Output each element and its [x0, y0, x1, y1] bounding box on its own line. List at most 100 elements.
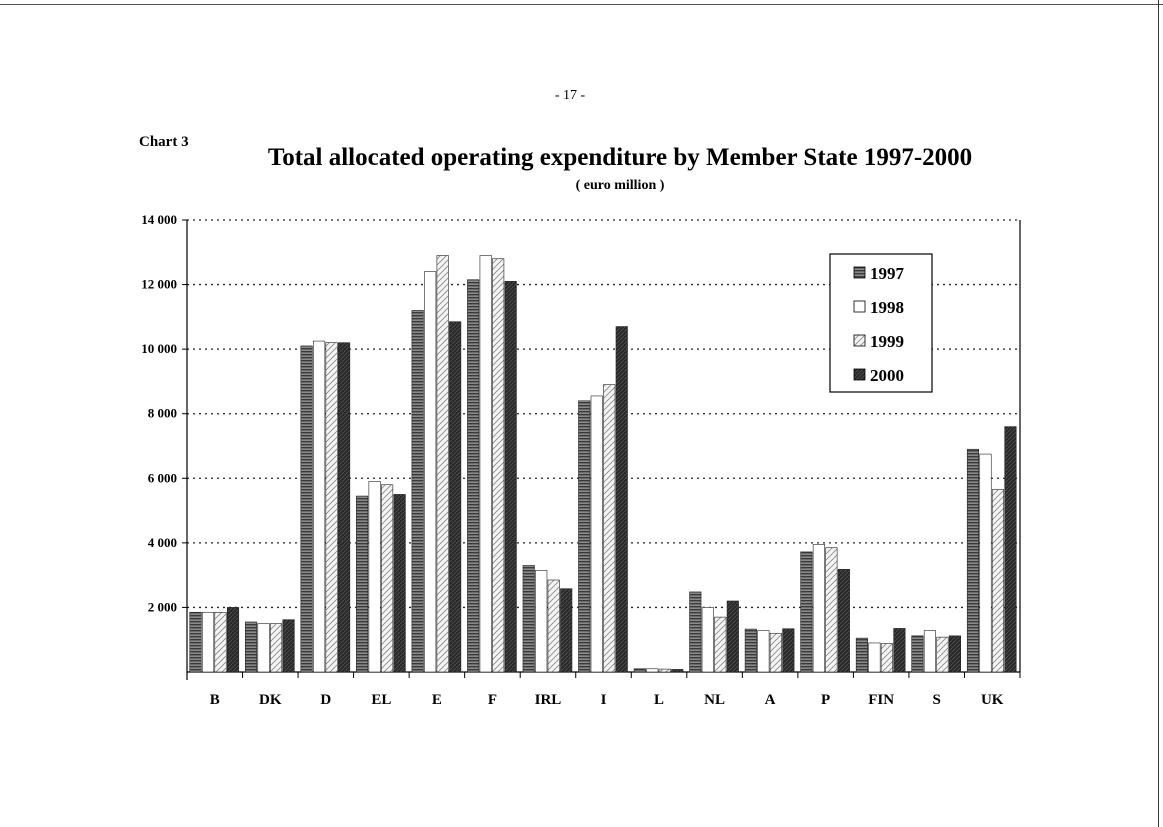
chart-title: Total allocated operating expenditure by…	[267, 144, 973, 171]
legend-label-1998: 1998	[870, 298, 904, 317]
y-tick-label: 4 000	[148, 535, 177, 550]
bar-2000-IRL	[560, 588, 573, 673]
legend-swatch-1997	[853, 266, 866, 279]
bar-1998-F	[479, 255, 492, 673]
bar-1998-EL	[368, 481, 381, 673]
bar-1998-L	[646, 668, 659, 673]
bar-2000-FIN	[893, 628, 906, 673]
bar-1998-A	[757, 630, 770, 673]
x-tick-label: EL	[371, 692, 391, 708]
bar-1997-L	[633, 668, 646, 673]
legend-swatch-2000	[853, 368, 866, 381]
right-scan-rule	[1158, 0, 1159, 827]
bar-1998-P	[812, 544, 825, 673]
bar-2000-E	[449, 321, 462, 673]
bar-2000-EL	[393, 494, 406, 673]
bar-1999-S	[936, 636, 949, 673]
bar-1998-I	[590, 395, 603, 673]
bar-2000-A	[782, 628, 795, 673]
bar-1997-EL	[356, 495, 369, 673]
chart-subtitle: ( euro million )	[575, 178, 665, 193]
x-tick-label: UK	[981, 692, 1004, 708]
bar-1997-I	[578, 400, 591, 673]
top-scan-rule	[0, 4, 1163, 5]
bar-1999-DK	[269, 623, 283, 673]
bar-2000-I	[615, 326, 628, 673]
x-tick-label: B	[210, 692, 220, 708]
bar-1999-F	[492, 258, 505, 673]
bar-1999-NL	[714, 616, 727, 673]
tick-labels: 2 000 4 000 6 000 8 000 10 000 12 000 14 000 B D…	[141, 212, 1004, 708]
x-tick-label: I	[601, 692, 607, 708]
x-tick-label: S	[933, 692, 941, 708]
bar-1999-FIN	[880, 643, 893, 673]
bar-1997-S	[911, 635, 924, 673]
legend-box	[829, 253, 933, 393]
x-tick-label: A	[765, 692, 776, 708]
legend-swatch-1998	[853, 300, 866, 313]
bar-2000-UK	[1004, 426, 1017, 673]
x-tick-label: FIN	[868, 692, 894, 708]
page-number: - 17 -	[554, 88, 586, 103]
bar-2000-D	[338, 342, 351, 673]
bar-1998-E	[424, 271, 437, 673]
bar-1997-D	[300, 345, 313, 673]
legend-label-1997: 1997	[870, 264, 905, 283]
bar-2000-NL	[726, 600, 739, 673]
bar-1998-IRL	[535, 569, 548, 673]
bar-1998-NL	[701, 607, 714, 673]
bar-2000-S	[948, 635, 962, 673]
legend: 1997 1998 1999 2000	[829, 253, 933, 393]
bar-1998-B	[201, 611, 215, 673]
bar-1999-B	[214, 611, 227, 673]
y-tick-label: 6 000	[148, 470, 177, 485]
bar-1998-FIN	[868, 642, 881, 673]
bar-1998-UK	[979, 453, 992, 673]
bar-1999-EL	[381, 484, 394, 673]
bar-2000-L	[671, 669, 684, 673]
x-tick-label: F	[488, 692, 497, 708]
bar-1999-L	[658, 668, 671, 673]
bar-1999-A	[769, 632, 782, 673]
y-tick-label: 10 000	[141, 341, 177, 356]
bar-1998-D	[313, 340, 326, 673]
bar-1999-UK	[991, 489, 1005, 673]
bar-2000-B	[226, 607, 240, 673]
x-tick-label: L	[654, 692, 664, 708]
x-tick-label: DK	[259, 692, 282, 708]
y-tick-label: 2 000	[148, 599, 177, 614]
bar-2000-F	[504, 281, 517, 673]
bar-2000-P	[837, 569, 850, 673]
x-tick-label: P	[821, 692, 830, 708]
bar-1997-UK	[966, 448, 980, 673]
legend-swatch-1999	[853, 334, 866, 347]
bar-1997-FIN	[855, 637, 868, 673]
bar-1997-E	[411, 310, 424, 673]
bar-1998-DK	[257, 623, 270, 673]
x-tick-label: D	[320, 692, 331, 708]
x-tick-label: NL	[704, 692, 725, 708]
bar-1997-A	[744, 628, 757, 673]
bar-1997-DK	[245, 621, 258, 673]
bar-1997-B	[189, 611, 202, 673]
bar-1999-I	[603, 384, 616, 673]
bar-2000-DK	[282, 619, 295, 673]
chart-label: Chart 3	[139, 134, 189, 150]
x-tick-label: IRL	[535, 692, 562, 708]
bar-1998-S	[923, 630, 937, 673]
bar-1999-IRL	[547, 579, 560, 673]
x-tick-label: E	[432, 692, 442, 708]
bars	[189, 255, 1017, 673]
bar-1997-NL	[689, 591, 702, 673]
y-tick-label: 14 000	[141, 212, 177, 227]
bar-1999-E	[436, 255, 449, 673]
y-tick-label: 12 000	[141, 277, 177, 292]
bar-1999-D	[325, 342, 338, 673]
bar-1999-P	[825, 547, 838, 673]
legend-label-2000: 2000	[870, 366, 904, 385]
bar-1997-P	[800, 551, 813, 673]
y-tick-label: 8 000	[148, 406, 177, 421]
bar-1997-F	[467, 279, 480, 673]
bar-1997-IRL	[522, 565, 535, 673]
